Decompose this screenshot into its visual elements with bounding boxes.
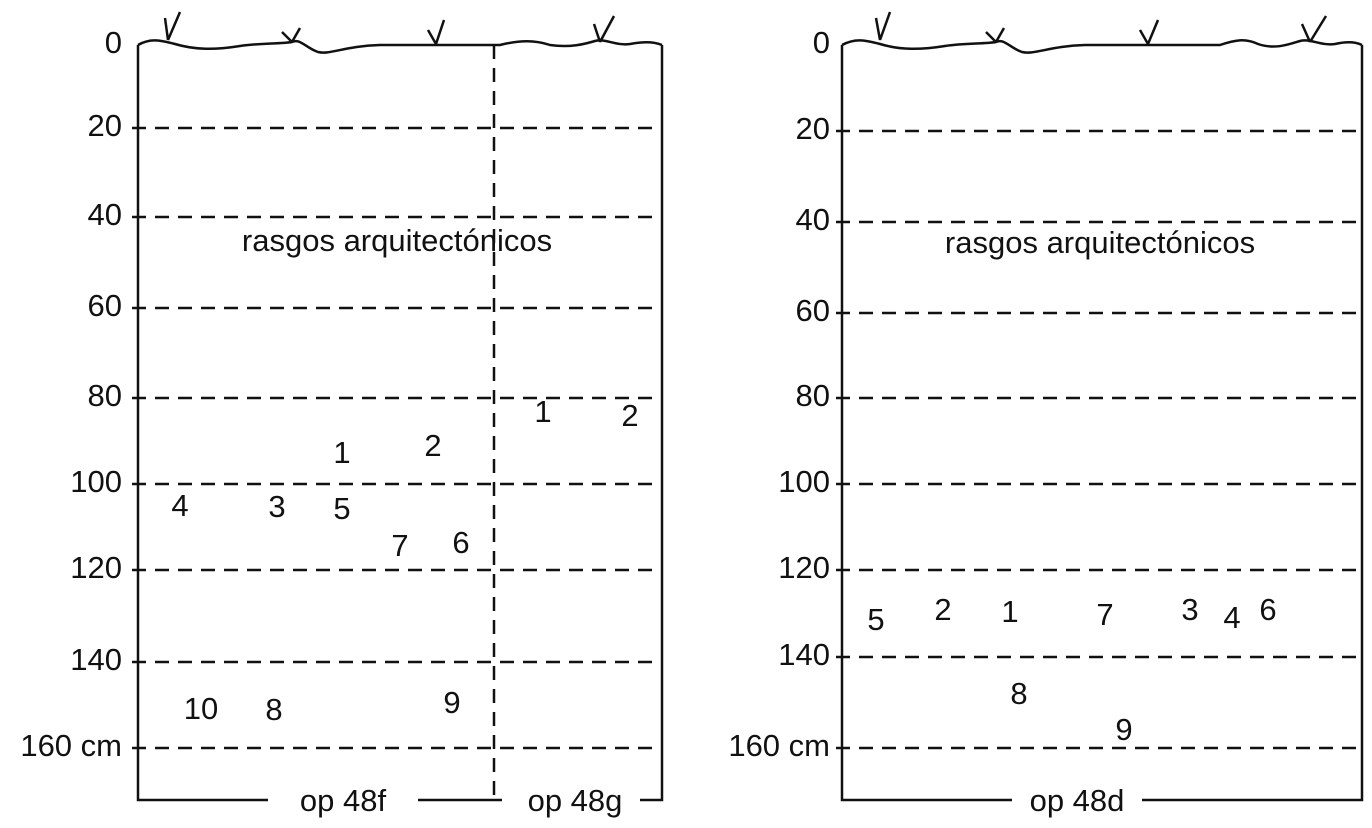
depth-label: 40: [796, 202, 830, 237]
item-number: 3: [1181, 592, 1198, 627]
section-label: op 48d: [1030, 783, 1125, 818]
item-number: 2: [424, 428, 441, 463]
item-number: 1: [1001, 594, 1018, 629]
depth-label: 120: [778, 550, 830, 585]
item-number: 3: [268, 489, 285, 524]
section-label: op 48g: [528, 783, 623, 818]
item-number: 9: [443, 685, 460, 720]
item-number: 4: [171, 488, 188, 523]
depth-label: 0: [813, 25, 830, 60]
item-number: 8: [1010, 676, 1027, 711]
feature-label: rasgos arquitectónicos: [242, 223, 552, 258]
item-number: 2: [934, 592, 951, 627]
depth-label: 140: [70, 642, 122, 677]
item-number: 4: [1223, 600, 1240, 635]
item-number: 10: [184, 691, 218, 726]
item-number: 8: [265, 692, 282, 727]
plants: [874, 11, 1328, 45]
plants: [163, 11, 616, 45]
item-number: 6: [1259, 592, 1276, 627]
depth-label: 100: [778, 464, 830, 499]
depth-label: 100: [70, 464, 122, 499]
depth-label: 160 cm: [728, 728, 830, 763]
item-number: 1: [534, 394, 551, 429]
item-number: 7: [391, 528, 408, 563]
item-number: 1: [333, 435, 350, 470]
depth-label: 40: [88, 197, 122, 232]
depth-label: 160 cm: [20, 728, 122, 763]
depth-label: 80: [88, 378, 122, 413]
item-number: 5: [867, 602, 884, 637]
item-number: 6: [452, 525, 469, 560]
item-number: 9: [1115, 712, 1132, 747]
item-number: 5: [333, 491, 350, 526]
depth-label: 60: [796, 293, 830, 328]
frame: [136, 45, 664, 802]
depth-label: 140: [778, 637, 830, 672]
surface: [841, 39, 1363, 54]
frame: [840, 45, 1364, 802]
section-label: op 48f: [300, 783, 387, 818]
depth-label: 0: [105, 25, 122, 60]
depth-label: 80: [796, 378, 830, 413]
item-number: 2: [621, 398, 638, 433]
item-number: 7: [1096, 597, 1113, 632]
depth-label: 20: [88, 108, 122, 143]
depth-label: 20: [796, 111, 830, 146]
depth-label: 60: [88, 288, 122, 323]
feature-label: rasgos arquitectónicos: [945, 225, 1255, 260]
surface: [137, 39, 663, 54]
depth-label: 120: [70, 550, 122, 585]
